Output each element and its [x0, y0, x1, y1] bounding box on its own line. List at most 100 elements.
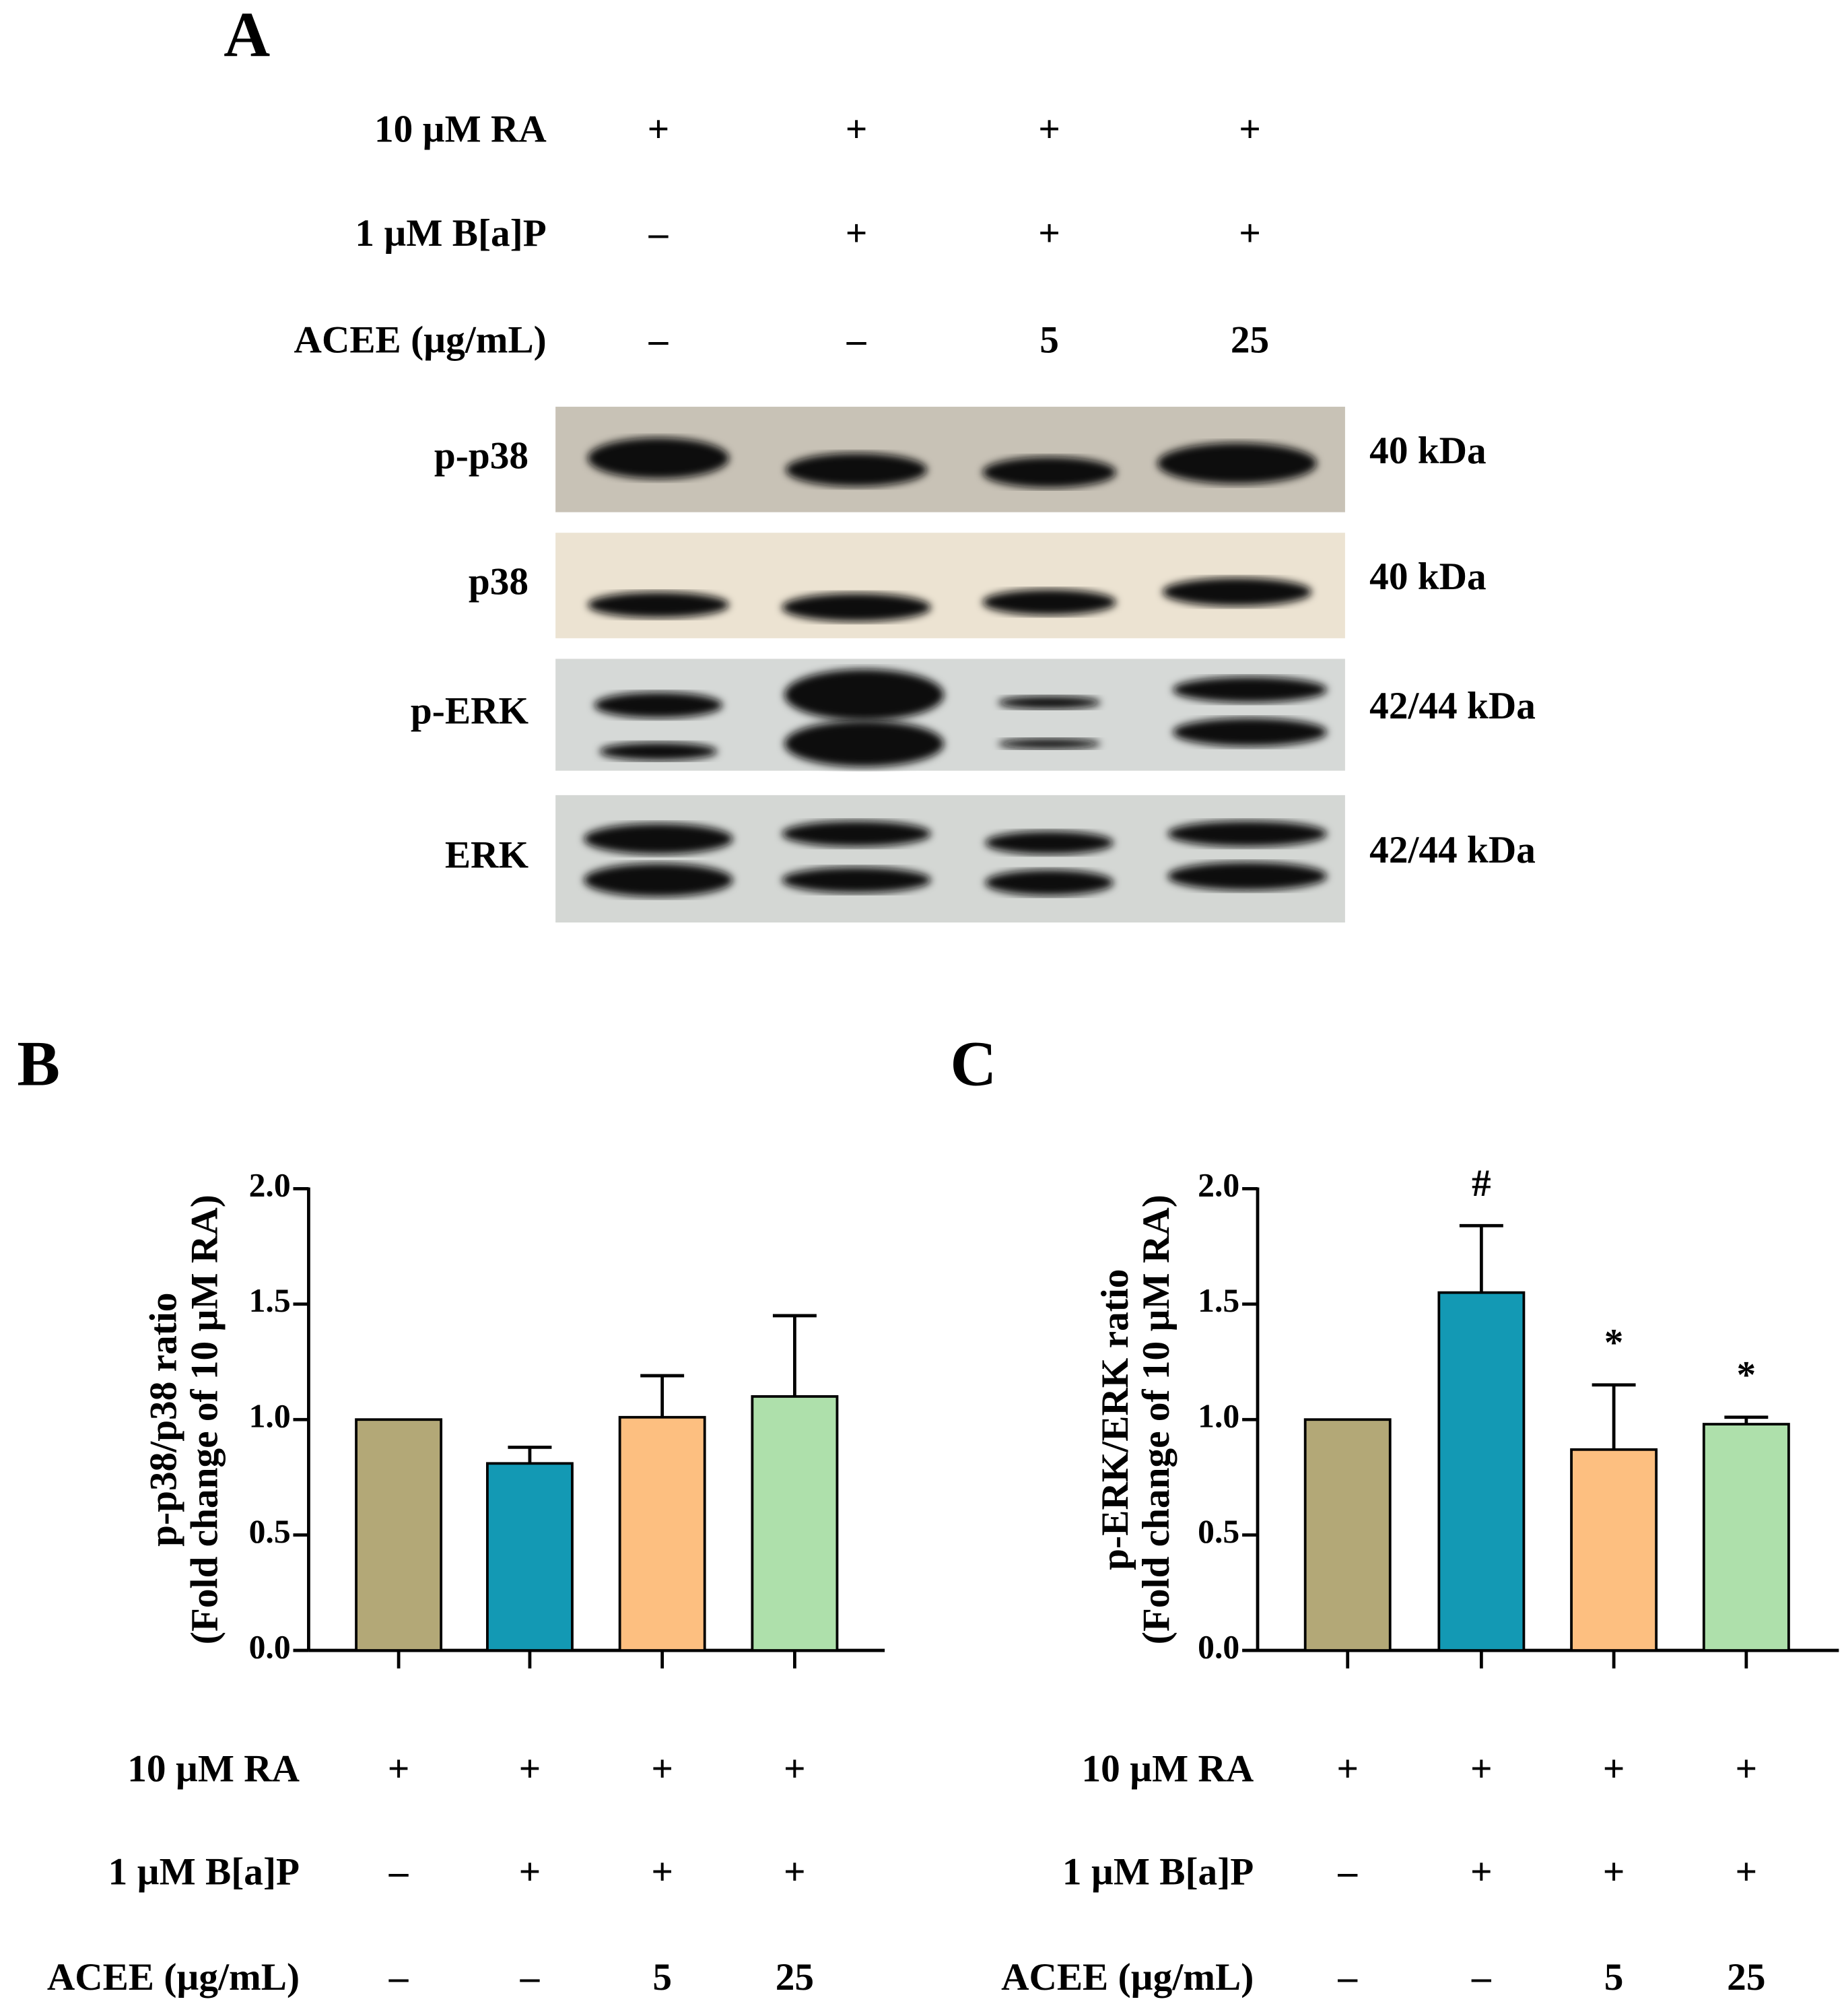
annotation: #: [1472, 1162, 1491, 1205]
condition-label: ACEE (µg/mL): [1001, 1956, 1254, 1998]
y-tick-label: 1.0: [249, 1398, 291, 1435]
band: [1162, 578, 1312, 607]
condition-value: +: [1736, 1850, 1758, 1893]
blot-size: 42/44 kDa: [1369, 829, 1536, 871]
condition-value: +: [519, 1850, 541, 1893]
condition-label: 1 µM B[a]P: [355, 212, 546, 255]
condition-value: +: [846, 108, 868, 150]
condition-value: –: [846, 319, 867, 362]
y-tick-label: 0.0: [249, 1628, 291, 1665]
condition-value: 5: [652, 1956, 672, 1998]
y-tick-label: 2.0: [249, 1167, 291, 1204]
annotation: *: [1737, 1354, 1756, 1397]
y-tick-label: 0.0: [1198, 1628, 1239, 1665]
band: [1172, 677, 1328, 703]
band: [1167, 821, 1328, 847]
condition-label: 1 µM B[a]P: [108, 1850, 300, 1893]
condition-value: 25: [1231, 319, 1269, 362]
y-tick-label: 0.5: [249, 1513, 291, 1550]
blot-label: p38: [469, 561, 528, 603]
annotation: *: [1604, 1322, 1624, 1364]
condition-value: 5: [1604, 1956, 1624, 1998]
blot-size: 40 kDa: [1369, 556, 1487, 598]
band: [982, 457, 1116, 488]
condition-value: +: [1239, 212, 1261, 255]
condition-value: –: [1471, 1956, 1492, 1998]
band: [784, 669, 944, 721]
bar: [751, 1395, 839, 1652]
condition-value: +: [1736, 1748, 1758, 1790]
bar: [1437, 1291, 1526, 1652]
blot-size: 42/44 kDa: [1369, 685, 1536, 727]
condition-value: +: [1470, 1850, 1493, 1893]
band: [985, 869, 1114, 896]
band: [594, 692, 723, 718]
band: [1157, 442, 1317, 484]
blot: [555, 795, 1345, 922]
condition-label: 10 µM RA: [374, 108, 547, 150]
condition-value: +: [1038, 108, 1060, 150]
panel-letter: B: [17, 1028, 60, 1100]
band: [782, 867, 931, 894]
band: [599, 742, 718, 761]
condition-label: 1 µM B[a]P: [1062, 1850, 1254, 1893]
blot-label: ERK: [445, 834, 529, 877]
bar: [355, 1418, 443, 1652]
band: [985, 831, 1114, 854]
y-axis-label: p-p38/p38 ratio: [142, 1293, 184, 1547]
condition-label: 10 µM RA: [1081, 1748, 1254, 1790]
y-tick-label: 1.5: [249, 1282, 291, 1319]
band: [587, 592, 729, 618]
y-tick-label: 0.5: [1198, 1513, 1239, 1550]
band: [584, 823, 733, 854]
blot-size: 40 kDa: [1369, 430, 1487, 472]
bar: [1303, 1418, 1392, 1652]
condition-value: +: [1603, 1850, 1625, 1893]
y-tick-label: 1.0: [1198, 1398, 1239, 1435]
y-tick-label: 2.0: [1198, 1167, 1239, 1204]
condition-value: –: [1337, 1956, 1358, 1998]
band: [1167, 862, 1328, 891]
condition-value: +: [1603, 1748, 1625, 1790]
bar: [1570, 1448, 1658, 1652]
condition-value: +: [784, 1748, 806, 1790]
y-axis-label: p-ERK/ERK ratio: [1094, 1269, 1136, 1570]
condition-value: +: [519, 1748, 541, 1790]
blot-label: p-ERK: [411, 690, 529, 733]
condition-value: +: [651, 1850, 673, 1893]
condition-value: –: [1337, 1850, 1358, 1893]
panel-letter: C: [950, 1028, 996, 1100]
band: [998, 696, 1101, 709]
condition-value: +: [1239, 108, 1261, 150]
band: [782, 593, 931, 622]
band: [782, 821, 931, 847]
condition-label: ACEE (µg/mL): [47, 1956, 300, 1998]
band: [784, 720, 944, 767]
y-axis-label: (Fold change of 10 µM RA): [184, 1195, 226, 1644]
band: [982, 589, 1116, 615]
band: [998, 738, 1101, 749]
bar: [485, 1462, 574, 1652]
condition-value: –: [388, 1850, 409, 1893]
condition-value: 5: [1039, 319, 1059, 362]
y-tick-label: 1.5: [1198, 1282, 1239, 1319]
condition-value: –: [648, 319, 669, 362]
bar: [618, 1415, 706, 1652]
y-axis-label: (Fold change of 10 µM RA): [1135, 1195, 1177, 1644]
panel-letter: A: [224, 0, 270, 71]
condition-value: 25: [776, 1956, 814, 1998]
condition-value: +: [651, 1748, 673, 1790]
band: [587, 437, 729, 479]
condition-value: +: [1038, 212, 1060, 255]
condition-value: –: [520, 1956, 541, 1998]
condition-label: ACEE (µg/mL): [294, 319, 547, 362]
band: [1172, 718, 1328, 747]
condition-value: –: [648, 212, 669, 255]
condition-label: 10 µM RA: [127, 1748, 300, 1790]
condition-value: +: [648, 108, 670, 150]
blot-label: p-p38: [434, 435, 528, 477]
condition-value: +: [388, 1748, 410, 1790]
condition-value: +: [1336, 1748, 1359, 1790]
band: [786, 452, 928, 487]
